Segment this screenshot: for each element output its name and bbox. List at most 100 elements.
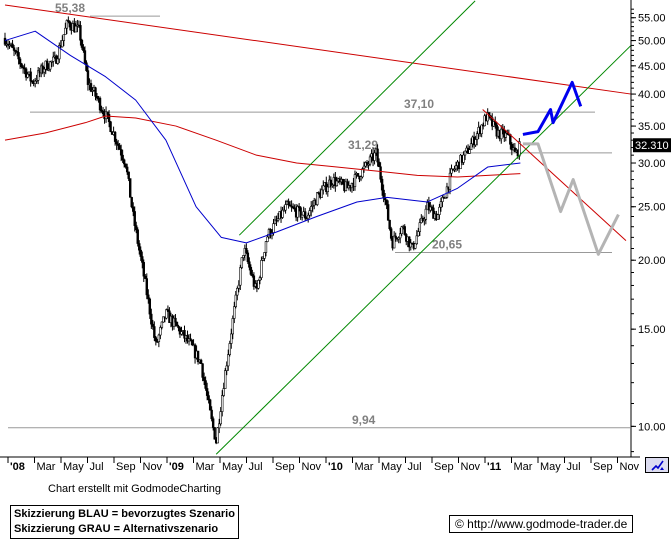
candle-body [74,25,78,33]
candle-body [79,25,82,41]
candle-body [266,236,269,242]
draw-tool-icon[interactable] [645,457,669,473]
candle-body [281,209,284,218]
candle-body [320,189,323,198]
candle-body [331,184,334,187]
candle-body [260,260,263,278]
candle-body [400,226,403,235]
candle-body [166,309,170,312]
candle-body [385,199,388,205]
candle-body [121,154,124,161]
candle-body [453,168,456,171]
candle-body [242,255,245,258]
candle-body [311,205,314,207]
candle-body [316,192,319,205]
candle-body [234,294,237,307]
candle-body [150,313,153,325]
candle-body [36,70,40,81]
candle-body [432,207,435,219]
candle-body [204,380,207,389]
x-tick-label: Jul [567,461,581,473]
candle-body [454,165,458,170]
candle-body [58,45,61,60]
ma-blue-line [4,30,521,244]
candle-body [174,317,177,323]
channel-lower-line [215,45,632,455]
candle-body [89,83,93,92]
candle-body [394,235,397,239]
candle-body [392,235,396,249]
candle-body [299,207,302,218]
candle-body [322,185,325,191]
candle-body [165,309,168,319]
x-tick-label: '11 [487,461,501,473]
candle-body [133,211,136,226]
candle-body [501,128,504,131]
candle-body [310,206,313,212]
candle-body [475,133,479,140]
x-tick-label: Sep [593,461,613,473]
candle-body [91,90,94,92]
candle-body [129,178,132,198]
candle-body [504,132,507,138]
candle-body [237,284,241,289]
candle-body [118,145,121,150]
candle-body [177,325,180,329]
x-tick-label: Sep [434,461,454,473]
candle-body [217,423,221,429]
candle-body [46,60,49,71]
x-tick-label: May [381,461,402,473]
candle-body [365,162,369,165]
candle-body [104,111,108,120]
candle-body [56,58,59,64]
candle-body [439,201,443,208]
candle-body [116,143,120,146]
candle-body [506,132,509,135]
candle-body [282,209,286,212]
y-tick-label: 50.00 [638,36,666,48]
legend-gray: Skizzierung GRAU = Alternativszenario [14,523,219,535]
candle-body [11,43,14,49]
candle-body [67,20,70,23]
candle-body [239,267,242,286]
candle-body [207,395,210,401]
candle-body [124,163,127,168]
y-tick-label: 15.00 [638,324,666,336]
x-tick-label: Mar [514,461,533,473]
candle-body [288,204,292,207]
candle-body [386,204,390,221]
candle-body [148,298,152,315]
candle-body [240,257,244,268]
candle-body [159,327,162,336]
candle-body [29,71,32,82]
candle-body [147,294,150,300]
candle-body [109,121,112,132]
candle-body [424,208,428,220]
candle-body [21,66,25,69]
candle-body [47,68,50,71]
candle-body [80,39,84,48]
website-link[interactable]: © http://www.godmode-trader.de [449,515,634,533]
candle-body [510,143,514,151]
candle-body [245,248,248,254]
x-tick-label: Nov [143,461,163,473]
candle-body [119,149,123,156]
candle-body [376,148,379,163]
candle-body [448,172,452,190]
candle-body [62,34,66,41]
candle-body [95,96,99,99]
candle-body [162,316,165,323]
y-tick-label: 35.00 [638,121,666,133]
candle-body [368,156,372,165]
candle-body [20,63,23,68]
y-tick-label: 55.00 [638,13,666,25]
scenario-legend: Skizzierung BLAU = bevorzugtes Szenario … [10,505,239,539]
candle-body [230,333,233,344]
candle-body [221,395,224,412]
candle-body [233,306,236,319]
candle-body [231,318,234,335]
candle-body [178,327,182,335]
candle-body [380,178,384,191]
candle-body [151,323,155,327]
candle-body [469,143,473,151]
